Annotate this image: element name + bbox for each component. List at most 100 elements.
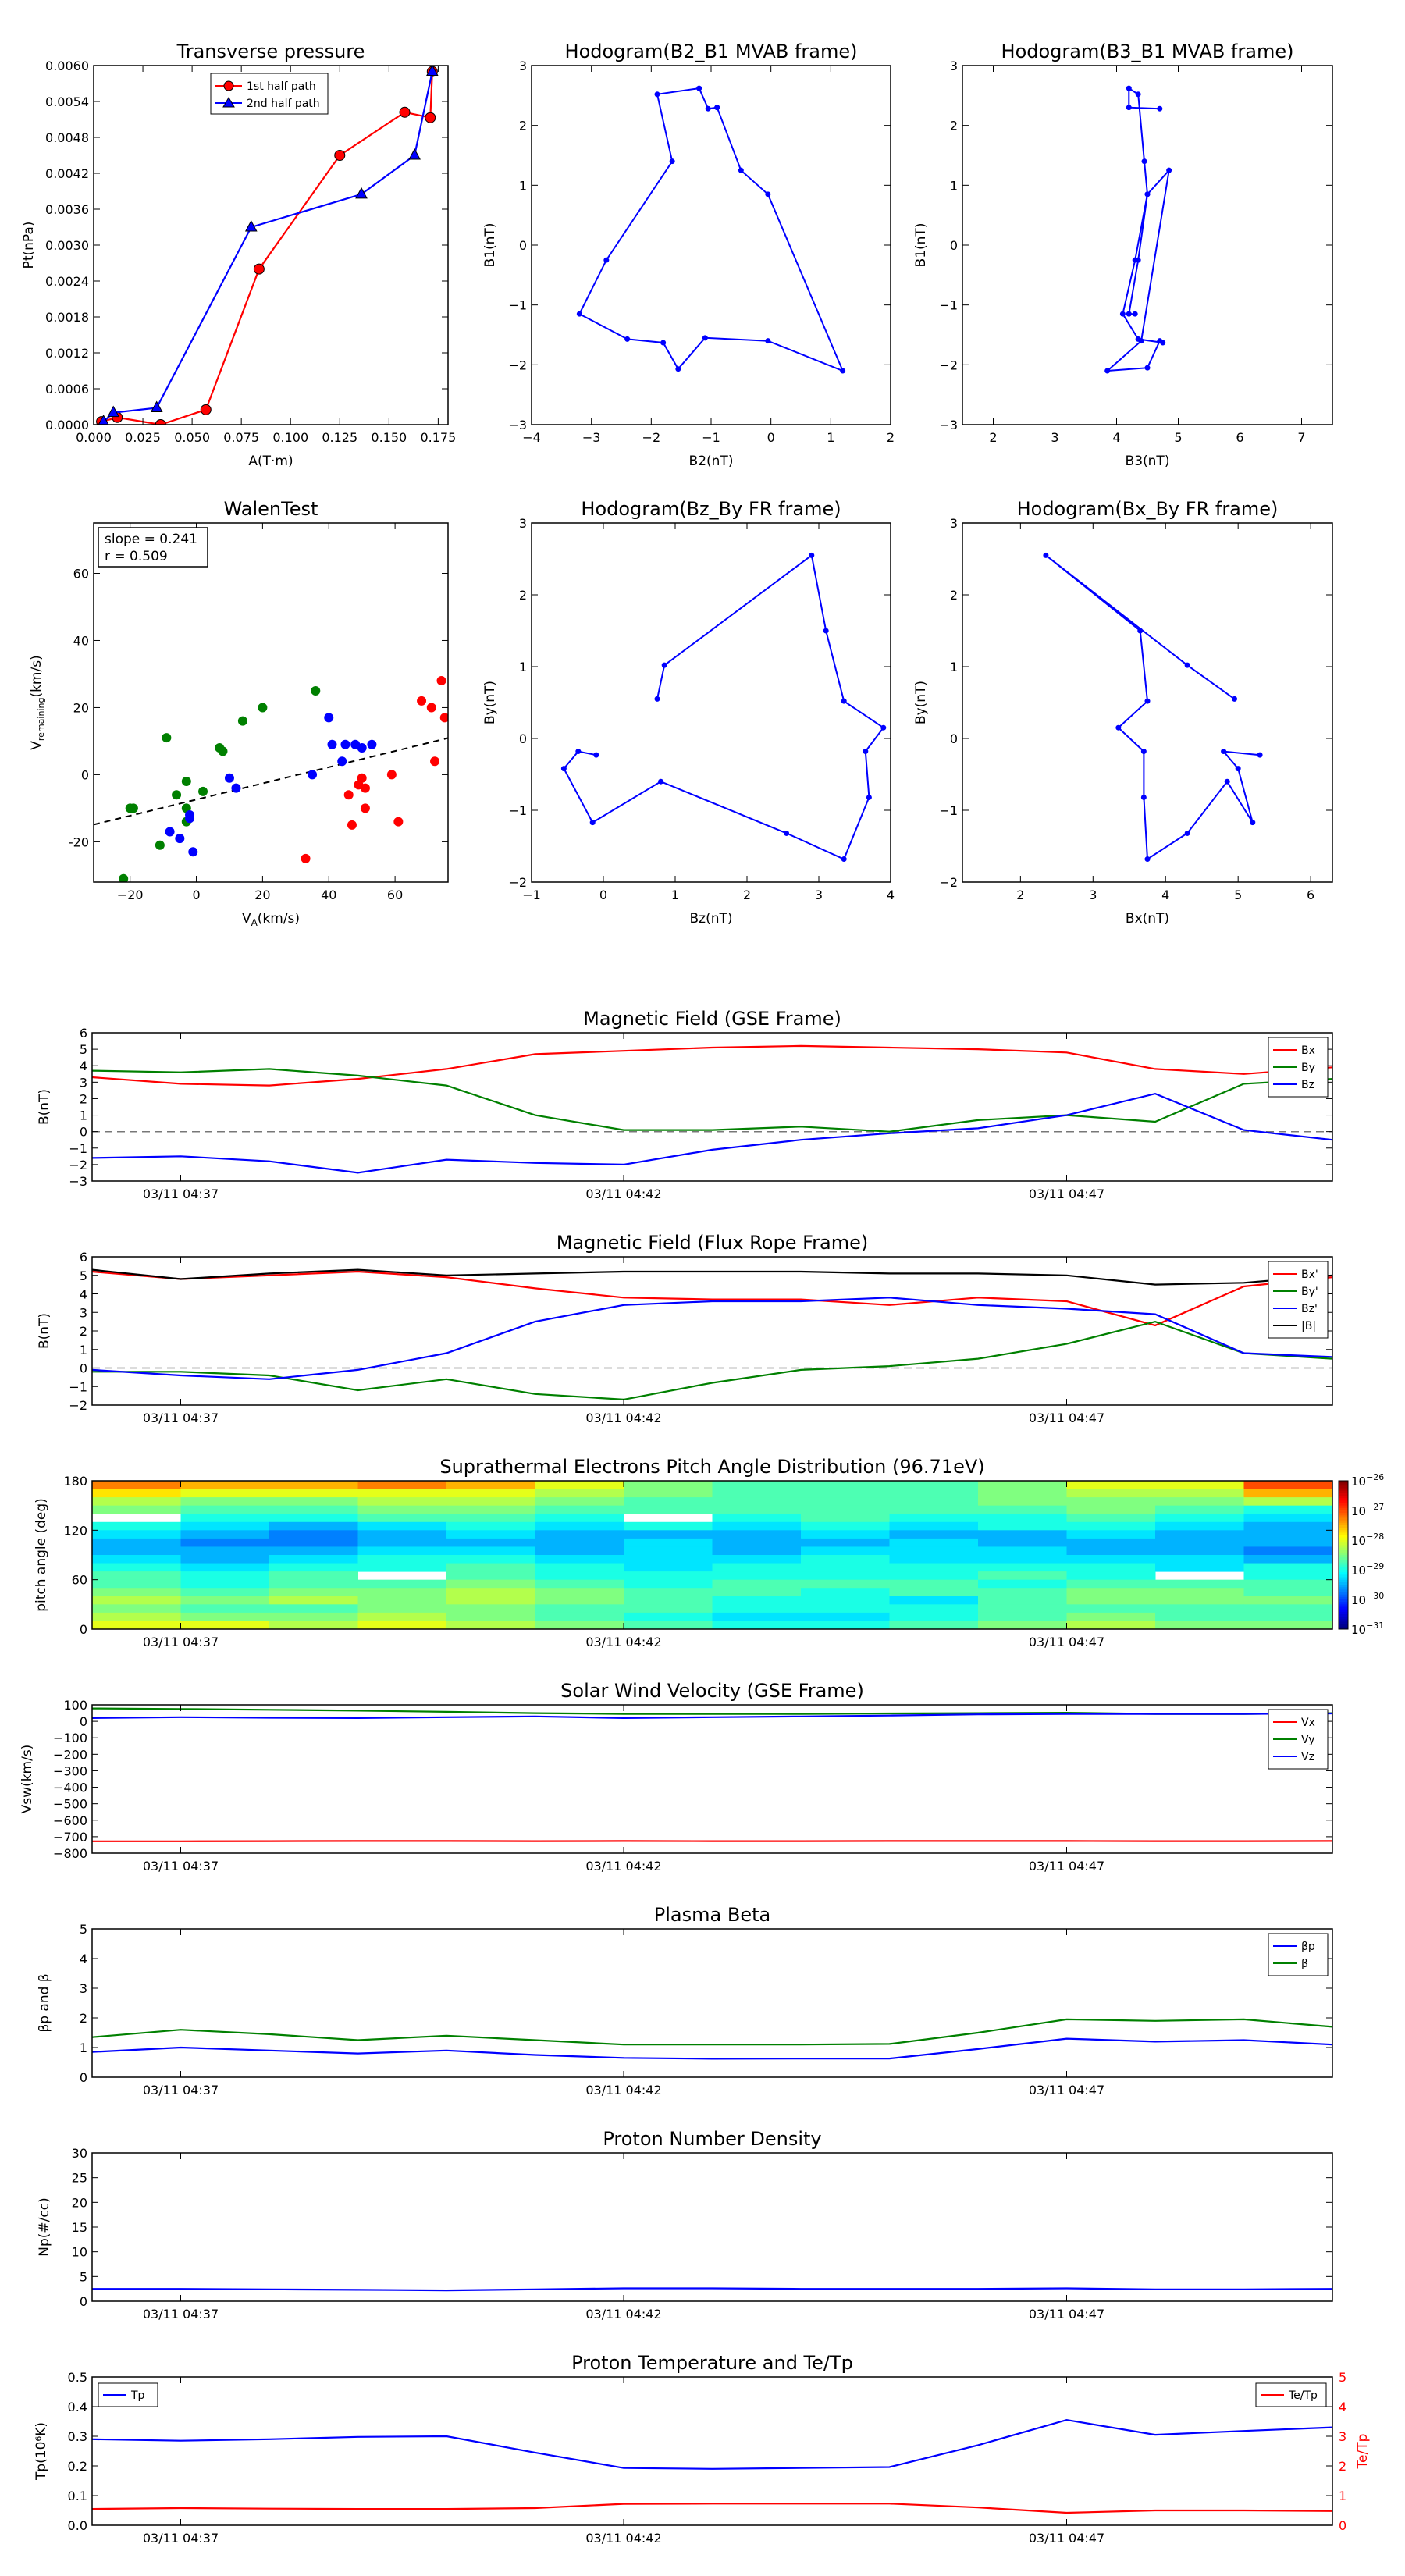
wt-point-green <box>198 786 208 796</box>
pad-colorbar-step <box>1339 1532 1348 1536</box>
h2-xlabel: B3(nT) <box>1126 454 1170 469</box>
mffr-time-label: 03/11 04:42 <box>585 1411 661 1425</box>
pad-cell <box>92 1521 181 1531</box>
wt-point-red <box>393 817 404 827</box>
h1-xtick-label: −1 <box>702 430 720 445</box>
pad-cell <box>1155 1612 1244 1621</box>
pad-colorbar-label: 10−28 <box>1351 1532 1384 1548</box>
pad-cell <box>92 1621 181 1630</box>
h1-hodogram-point <box>738 167 744 173</box>
pad-cell <box>269 1604 358 1614</box>
pad-cell <box>1155 1596 1244 1605</box>
pad-cell <box>978 1571 1067 1581</box>
pad-cell <box>180 1489 270 1498</box>
chart-pitch-angle-distribution: 0 60 120 180 03/11 04:37 03/11 04:42 03/11 04:… <box>34 1456 1384 1649</box>
pad-cell <box>978 1489 1067 1498</box>
pad-cell <box>446 1571 535 1581</box>
pad-time-label: 03/11 04:37 <box>143 1635 219 1649</box>
h4-hodogram-point <box>1257 752 1263 758</box>
wt-plot-area <box>94 676 448 882</box>
h3-hodogram-point <box>661 662 667 668</box>
h3-ytick-label: −1 <box>508 803 527 818</box>
pad-cell <box>1066 1538 1156 1547</box>
pad-cell <box>624 1481 713 1490</box>
pad-cell <box>1243 1497 1333 1507</box>
pad-cell <box>446 1588 535 1597</box>
h3-hodogram-point <box>823 628 829 634</box>
mffr-legend-box <box>1268 1261 1329 1339</box>
pad-cell <box>269 1489 358 1498</box>
pad-cell <box>92 1596 181 1605</box>
np-series-Np <box>92 2287 1332 2292</box>
pad-cell <box>889 1481 979 1490</box>
pad-cell <box>1066 1563 1156 1572</box>
tp-ytick-label: 0.0060 <box>45 59 89 73</box>
vsw-ytick-label: 0 <box>80 1714 87 1729</box>
h2-ytick-label: 2 <box>950 119 958 133</box>
pad-cell <box>889 1604 979 1614</box>
pad-colorbar-step <box>1339 1594 1348 1598</box>
pad-cell <box>357 1596 447 1605</box>
h3-hodogram-point <box>880 724 887 731</box>
chart-transverse-pressure: 0.0000 0.0006 0.0012 0.0018 0.0024 0.0030 0.00… <box>21 41 456 469</box>
np-time-label: 03/11 04:37 <box>143 2307 219 2322</box>
np-title: Proton Number Density <box>603 2128 821 2150</box>
tp-ytick-label: 0.0018 <box>45 310 89 325</box>
h3-hodogram-point <box>841 698 847 704</box>
wt-point-blue <box>188 847 198 857</box>
h1-hodogram-point <box>675 366 681 372</box>
h3-ytick-label: 1 <box>519 660 527 674</box>
wt-point-red <box>360 783 370 793</box>
pad-cell <box>357 1505 447 1514</box>
pad-ytick-label: 120 <box>63 1523 87 1538</box>
pad-cell <box>446 1521 535 1531</box>
h4-hodogram-point <box>1221 749 1227 755</box>
tp-plot-area <box>96 66 439 425</box>
pad-colorbar-step <box>1339 1513 1348 1516</box>
tp2-y2tick-label: 3 <box>1339 2429 1346 2444</box>
h3-xtick-label: 4 <box>887 888 895 902</box>
pad-cell <box>712 1579 802 1589</box>
pad-cell <box>978 1588 1067 1597</box>
vsw-title: Solar Wind Velocity (GSE Frame) <box>560 1680 864 1702</box>
pad-cell <box>978 1596 1067 1605</box>
np-plot-area <box>92 2287 1332 2292</box>
pad-cell <box>801 1514 890 1523</box>
pad-cell <box>1243 1538 1333 1547</box>
h4-ylabel: By(nT) <box>913 681 929 724</box>
chart-walen-test: -20 0 20 40 60 −20 0 20 40 60 WalenTest VA(km/s) Vre… <box>29 498 449 928</box>
mffr-title: Magnetic Field (Flux Rope Frame) <box>557 1232 868 1254</box>
wt-ylabel-unit: (km/s) <box>29 655 44 697</box>
pad-cell <box>889 1505 979 1514</box>
pad-colorbar-step <box>1339 1503 1348 1507</box>
pad-cell <box>1243 1621 1333 1630</box>
pad-ytick-label: 0 <box>80 1622 87 1637</box>
mfgse-ylabel: B(nT) <box>37 1089 52 1125</box>
h1-hodogram-point <box>624 336 631 342</box>
chart-beta: 0 1 2 3 4 5 03/11 04:37 03/11 04:42 03/11 04:47 P… <box>37 1904 1333 2097</box>
beta-series-β <box>92 2018 1332 2046</box>
pad-cell <box>357 1489 447 1498</box>
h1-xlabel: B2(nT) <box>689 454 734 469</box>
tp2-plot-area <box>92 2418 1332 2514</box>
pad-colorbar-step <box>1339 1550 1348 1553</box>
h1-xtick-label: 1 <box>827 430 834 445</box>
tp-point-1st-half <box>155 419 166 425</box>
h4-hodogram-point <box>1184 662 1190 668</box>
tp2-legend-right-label: Te/Tp <box>1288 2389 1318 2402</box>
mfgse-legend-label: By <box>1301 1062 1315 1074</box>
pad-cell <box>624 1563 713 1572</box>
wt-point-red <box>357 773 367 783</box>
tp-xtick-label: 0.150 <box>371 430 407 445</box>
tp-legend-label: 1st half path <box>247 80 316 93</box>
pad-cell <box>801 1579 890 1589</box>
mfgse-ytick-label: 2 <box>80 1091 87 1106</box>
wt-ytick-label: 40 <box>73 633 89 648</box>
pad-cell <box>446 1579 535 1589</box>
tp-ytick-label: 0.0030 <box>45 238 89 253</box>
h3-hodogram-point <box>589 820 596 826</box>
wt-point-red <box>386 770 397 780</box>
pad-cell <box>978 1505 1067 1514</box>
vsw-time-label: 03/11 04:47 <box>1029 1859 1104 1873</box>
pad-colorbar-step <box>1339 1528 1348 1531</box>
